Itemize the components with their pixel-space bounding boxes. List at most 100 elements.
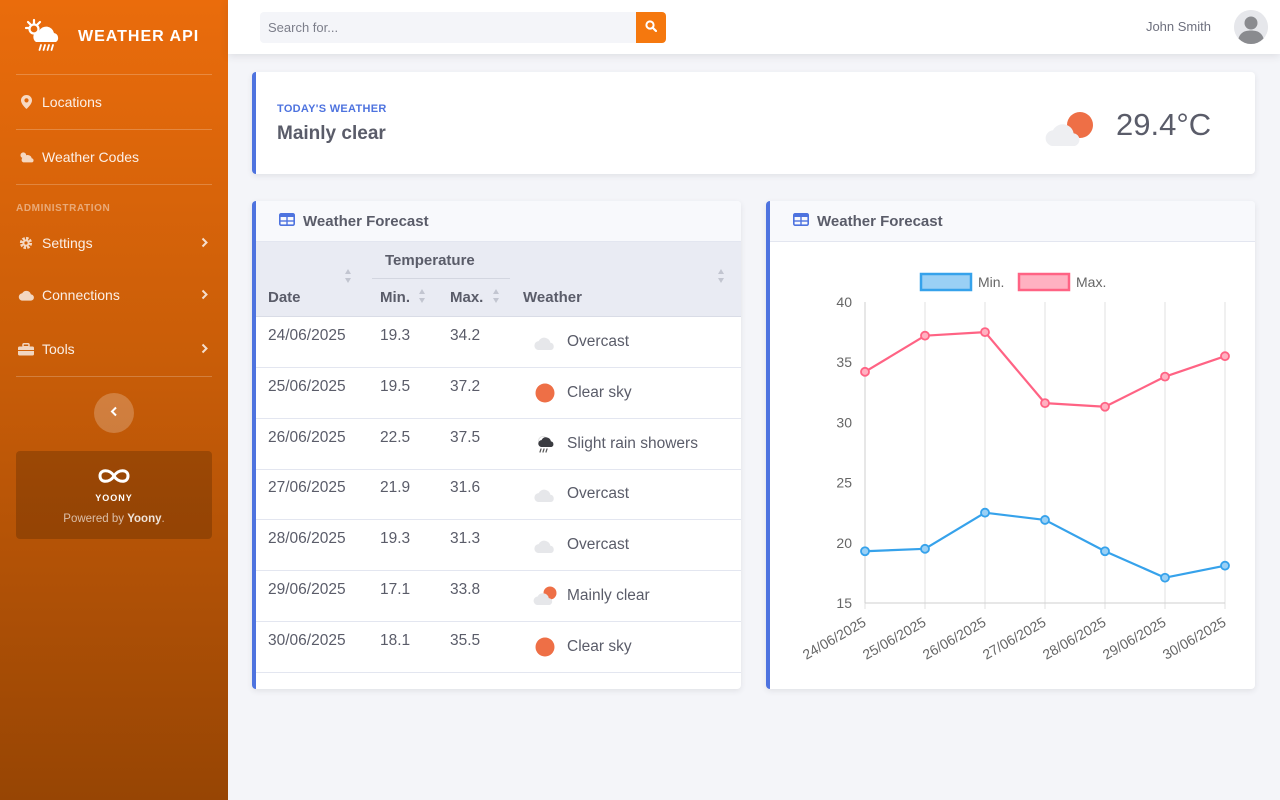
search-icon — [645, 19, 658, 37]
cell-max: 31.3 — [450, 530, 481, 548]
data-point-min — [980, 507, 990, 518]
cell-weather: Mainly clear — [567, 587, 650, 604]
yoony-logo-icon — [94, 466, 134, 491]
legend-swatch-min — [919, 272, 973, 292]
x-tick-label: 30/06/2025 — [1160, 614, 1229, 663]
weather-logo-icon — [24, 18, 64, 57]
user-name[interactable]: John Smith — [1145, 19, 1211, 34]
cell-min: 19.3 — [380, 327, 411, 344]
sort-icon[interactable] — [717, 268, 725, 284]
data-point-max — [860, 366, 870, 377]
gear-icon — [18, 235, 34, 251]
avatar[interactable] — [1234, 10, 1268, 44]
sort-icon[interactable] — [344, 268, 352, 284]
x-tick-label: 28/06/2025 — [1040, 614, 1109, 663]
powered-by-link[interactable]: Yoony — [127, 512, 162, 525]
data-point-min — [1160, 572, 1170, 583]
cell-min: 19.5 — [380, 377, 411, 395]
todays-weather-condition: Mainly clear — [277, 123, 386, 144]
powered-by-card: YOONY Powered by Yoony. — [16, 451, 212, 539]
sidebar-item-connections[interactable]: Connections — [0, 268, 228, 322]
data-point-max — [1040, 398, 1050, 409]
column-header-min[interactable]: Min. — [380, 289, 410, 306]
overcast-icon — [532, 534, 558, 556]
brand[interactable]: WEATHER API — [0, 0, 228, 74]
sort-icon[interactable] — [492, 288, 500, 304]
sidebar-divider — [16, 184, 212, 185]
search-form — [260, 12, 666, 43]
mainly-clear-icon — [532, 585, 558, 607]
chevron-right-icon — [201, 235, 208, 251]
chevron-right-icon — [201, 341, 208, 357]
y-tick-label: 30 — [836, 414, 852, 430]
chevron-left-icon — [110, 404, 118, 422]
table-row: 25/06/2025 19.5 37.2 Clear sky — [256, 368, 741, 419]
column-header-max[interactable]: Max. — [450, 289, 484, 306]
y-tick-label: 35 — [836, 354, 852, 370]
cell-date: 24/06/2025 — [268, 327, 346, 344]
sidebar-item-label: Settings — [42, 235, 93, 251]
topbar: John Smith — [228, 0, 1280, 54]
data-point-max — [1220, 351, 1230, 362]
group-header-divider — [372, 278, 510, 279]
sidebar-item-tools[interactable]: Tools — [0, 322, 228, 376]
table-row: 30/06/2025 18.1 35.5 Clear sky — [256, 622, 741, 673]
data-point-max — [980, 327, 990, 337]
sidebar-item-weather-codes[interactable]: Weather Codes — [0, 130, 228, 184]
todays-temperature: 29.4°C — [1116, 107, 1212, 142]
temperature-group-header: Temperature — [385, 252, 475, 269]
cell-max: 33.8 — [450, 581, 481, 598]
sidebar: WEATHER API Locations Weather Codes ADMI… — [0, 0, 228, 800]
data-point-min — [1040, 515, 1050, 525]
x-tick-label: 29/06/2025 — [1100, 614, 1169, 663]
map-marker-icon — [18, 94, 34, 110]
forecast-chart-card: Weather Forecast 15 20 25 30 35 40 24/06/2025 2… — [766, 201, 1255, 689]
column-header-date[interactable]: Date — [268, 289, 301, 306]
cell-min: 17.1 — [380, 581, 411, 598]
data-point-min — [1220, 560, 1230, 571]
legend-label-max: Max. — [1076, 274, 1106, 290]
sidebar-toggle-button[interactable] — [94, 393, 134, 433]
powered-by-text: Powered by Yoony. — [63, 513, 164, 525]
cell-weather: Clear sky — [567, 637, 632, 655]
cell-weather: Overcast — [567, 485, 630, 503]
cell-date: 30/06/2025 — [268, 631, 346, 649]
sidebar-heading-administration: ADMINISTRATION — [16, 203, 111, 214]
clear-sky-icon — [532, 636, 558, 658]
sort-icon[interactable] — [418, 288, 426, 304]
sidebar-divider — [16, 376, 212, 377]
cell-date: 27/06/2025 — [268, 479, 346, 497]
cloud-icon — [18, 287, 34, 303]
y-tick-label: 15 — [836, 595, 852, 611]
brand-name: WEATHER API — [78, 28, 200, 45]
column-header-weather[interactable]: Weather — [523, 289, 582, 306]
sidebar-item-label: Connections — [42, 287, 120, 303]
sidebar-divider — [16, 129, 212, 130]
table-header: Temperature Date Min. Max. Weather — [256, 242, 741, 317]
y-tick-label: 20 — [836, 535, 852, 551]
cell-date: 28/06/2025 — [268, 530, 346, 548]
data-point-min — [920, 543, 930, 554]
search-input[interactable] — [260, 12, 636, 43]
cell-weather: Clear sky — [567, 383, 632, 401]
chevron-right-icon — [201, 287, 208, 303]
sidebar-divider — [16, 74, 212, 75]
forecast-table-card: Weather Forecast Temperature Date Min. M… — [252, 201, 741, 689]
x-tick-label: 25/06/2025 — [860, 614, 929, 663]
data-point-max — [920, 330, 930, 341]
cell-min: 18.1 — [380, 631, 411, 649]
sidebar-item-locations[interactable]: Locations — [0, 75, 228, 129]
table-icon — [793, 212, 809, 230]
cell-date: 25/06/2025 — [268, 377, 346, 395]
legend-swatch-max — [1017, 272, 1071, 292]
table-row: 24/06/2025 19.3 34.2 Overcast — [256, 317, 741, 368]
sidebar-item-settings[interactable]: Settings — [0, 218, 228, 268]
y-tick-label: 25 — [836, 475, 852, 491]
cell-date: 26/06/2025 — [268, 428, 346, 446]
todays-weather-card: TODAY'S WEATHER Mainly clear 29.4°C — [252, 72, 1255, 174]
cloud-sun-icon — [18, 149, 34, 165]
powered-by-prefix: Powered by — [63, 512, 128, 525]
search-button[interactable] — [636, 12, 666, 43]
data-point-max — [1100, 401, 1110, 412]
sidebar-item-label: Weather Codes — [42, 149, 140, 165]
